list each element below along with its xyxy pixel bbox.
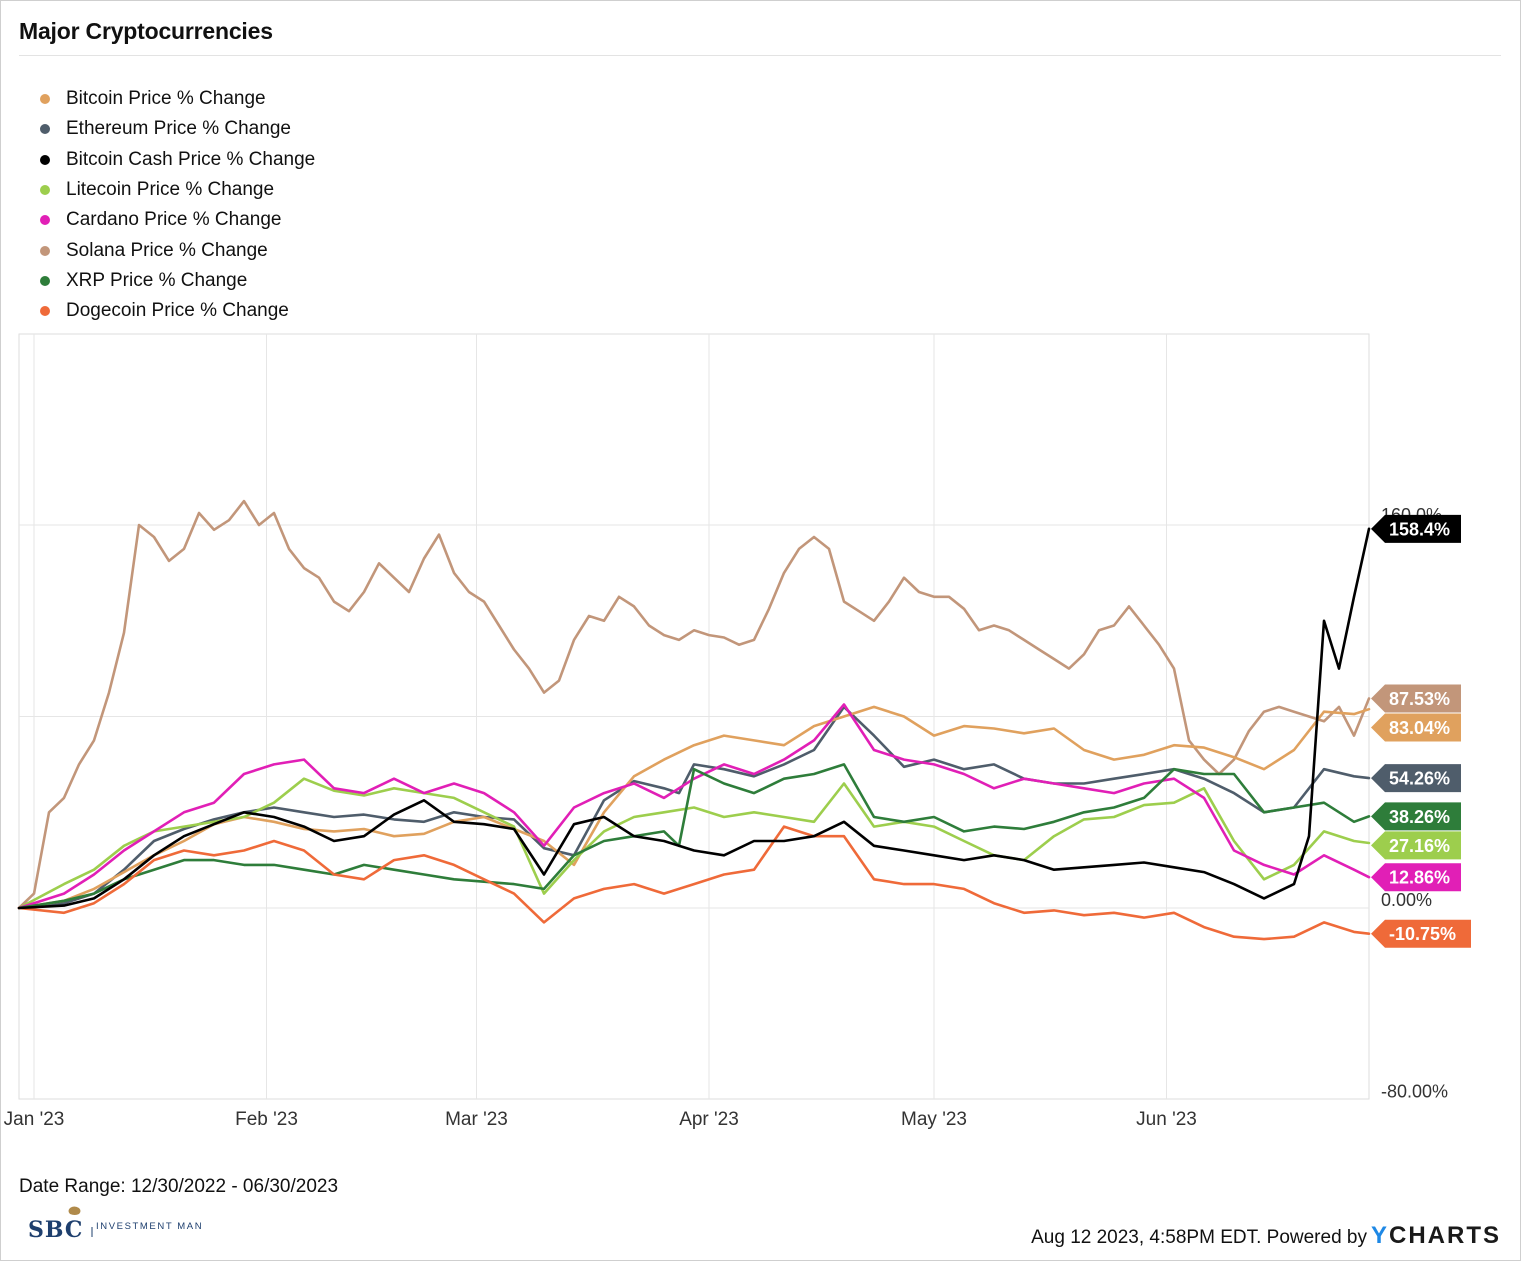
- date-range: Date Range: 12/30/2022 - 06/30/2023: [19, 1176, 339, 1197]
- end-label-tag: [1371, 919, 1471, 948]
- end-label-tag: [1371, 713, 1461, 742]
- legend-label: Dogecoin Price % Change: [66, 300, 289, 322]
- y-tick-label: -80.00%: [1381, 1082, 1448, 1102]
- end-value-label: 83.04%: [1371, 713, 1461, 742]
- legend-item[interactable]: Bitcoin Cash Price % Change: [40, 145, 315, 175]
- legend-label: Bitcoin Price % Change: [66, 88, 266, 110]
- logo-lion-icon: [68, 1206, 81, 1215]
- legend-item[interactable]: Dogecoin Price % Change: [40, 296, 315, 326]
- end-label-text: 27.16%: [1389, 836, 1450, 856]
- series-line: [17, 527, 1371, 910]
- series-line: [17, 777, 1371, 910]
- legend-item[interactable]: Cardano Price % Change: [40, 205, 315, 235]
- end-label-text: 38.26%: [1389, 807, 1450, 827]
- legend-item[interactable]: Litecoin Price % Change: [40, 175, 315, 205]
- title-divider: [19, 55, 1501, 56]
- end-label-text: 12.86%: [1389, 868, 1450, 888]
- sbc-logo: SBC INVESTMENT MANAGEMENT: [28, 1206, 201, 1243]
- series-line: [17, 825, 1371, 941]
- legend-dot-icon: [40, 94, 50, 105]
- legend-item[interactable]: Bitcoin Price % Change: [40, 84, 315, 114]
- legend-item[interactable]: Ethereum Price % Change: [40, 114, 315, 144]
- legend-item[interactable]: Solana Price % Change: [40, 235, 315, 265]
- legend-label: XRP Price % Change: [66, 269, 248, 291]
- end-value-label: 12.86%: [1371, 863, 1461, 892]
- end-label-text: 158.4%: [1389, 519, 1450, 539]
- logo-mark: SBC: [28, 1217, 83, 1243]
- logo-text: INVESTMENT MANAGEMENT: [96, 1221, 201, 1232]
- end-label-tag: [1371, 831, 1461, 860]
- end-label-tag: [1371, 514, 1461, 543]
- end-label-tag: [1371, 863, 1461, 892]
- legend-dot-icon: [40, 124, 50, 135]
- legend-dot-icon: [40, 154, 50, 165]
- legend-dot-icon: [40, 185, 50, 196]
- legend-dot-icon: [40, 215, 50, 226]
- legend-label: Ethereum Price % Change: [66, 118, 291, 140]
- legend-label: Cardano Price % Change: [66, 209, 282, 231]
- series-layer: [17, 499, 1371, 941]
- end-label-text: 83.04%: [1389, 718, 1450, 738]
- end-value-label: 27.16%: [1371, 831, 1461, 860]
- powered-by: Aug 12 2023, 4:58PM EDT. Powered by YCHA…: [1031, 1222, 1501, 1250]
- ycharts-logo[interactable]: YCHARTS: [1370, 1222, 1501, 1249]
- x-tick-label: May '23: [901, 1109, 967, 1130]
- end-label-text: 54.26%: [1389, 769, 1450, 789]
- end-value-label: -10.75%: [1371, 919, 1471, 948]
- series-line: [17, 763, 1371, 910]
- series-line: [17, 705, 1371, 910]
- x-tick-label: Jan '23: [4, 1109, 65, 1130]
- end-label-tag: [1371, 802, 1461, 831]
- end-label-text: 87.53%: [1389, 689, 1450, 709]
- legend-label: Bitcoin Cash Price % Change: [66, 148, 316, 170]
- x-tick-label: Mar '23: [445, 1109, 508, 1130]
- end-value-label: 87.53%: [1371, 684, 1461, 713]
- end-value-label: 158.4%: [1371, 514, 1461, 543]
- series-line: [17, 499, 1371, 910]
- legend-dot-icon: [40, 275, 50, 286]
- x-tick-label: Jun '23: [1136, 1109, 1197, 1130]
- legend-item[interactable]: XRP Price % Change: [40, 266, 315, 296]
- end-label-tag: [1371, 684, 1461, 713]
- legend-dot-icon: [40, 245, 50, 256]
- legend-label: Solana Price % Change: [66, 239, 268, 261]
- end-label-text: -10.75%: [1389, 924, 1456, 944]
- end-value-label: 38.26%: [1371, 802, 1461, 831]
- series-line: [17, 703, 1371, 910]
- end-label-tag: [1371, 764, 1461, 793]
- y-tick-label: 0.00%: [1381, 890, 1432, 910]
- end-label-layer: 158.4% 87.53% 83.04% 54.26% 38.26% 27.16% 12.8…: [1371, 514, 1471, 948]
- timestamp: Aug 12 2023, 4:58PM EDT. Powered by: [1031, 1227, 1367, 1248]
- x-tick-label: Apr '23: [679, 1109, 739, 1130]
- end-value-label: 54.26%: [1371, 764, 1461, 793]
- chart-legend: Bitcoin Price % Change Ethereum Price % C…: [40, 84, 315, 326]
- x-tick-label: Feb '23: [235, 1109, 298, 1130]
- legend-dot-icon: [40, 306, 50, 317]
- grid-layer: [18, 333, 1370, 1100]
- chart-title: Major Cryptocurrencies: [19, 18, 273, 44]
- legend-label: Litecoin Price % Change: [66, 179, 275, 201]
- series-line: [17, 705, 1371, 910]
